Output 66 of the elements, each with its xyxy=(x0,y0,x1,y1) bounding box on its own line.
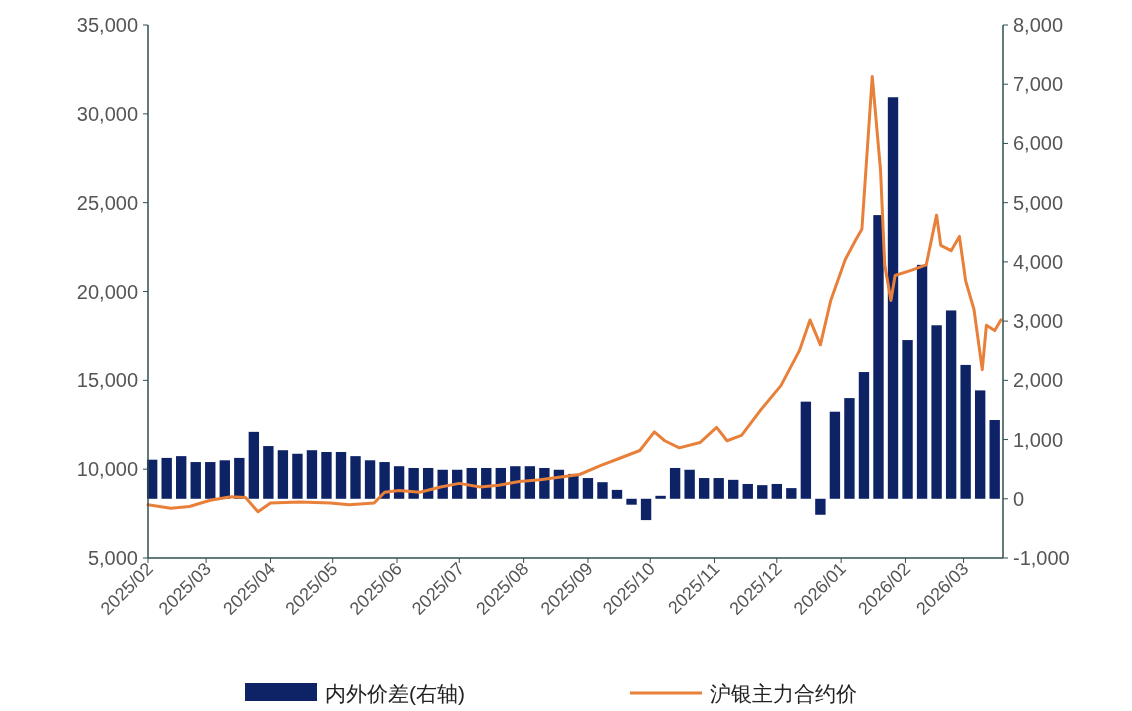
bar xyxy=(364,460,376,499)
bar xyxy=(161,457,172,499)
y2-tick-label: 1,000 xyxy=(1013,428,1064,451)
y-tick-label: 25,000 xyxy=(76,191,138,214)
bar xyxy=(539,467,550,499)
y2-tick-label: 7,000 xyxy=(1013,73,1064,96)
bar xyxy=(829,411,841,499)
bar xyxy=(510,466,521,499)
bar xyxy=(669,467,681,499)
bar xyxy=(713,478,724,499)
bar xyxy=(248,431,260,499)
y2-tick-label: 2,000 xyxy=(1013,369,1064,392)
y2-tick-label: 3,000 xyxy=(1013,310,1064,333)
y-tick-label: 15,000 xyxy=(76,369,138,392)
bar xyxy=(277,450,289,499)
bar xyxy=(916,264,928,499)
bar xyxy=(844,398,855,499)
bar xyxy=(815,498,826,515)
bar xyxy=(931,325,942,499)
bar xyxy=(873,215,884,499)
bar xyxy=(626,498,637,505)
bar xyxy=(800,401,812,499)
y2-tick-label: 6,000 xyxy=(1013,132,1064,155)
bar xyxy=(321,451,332,499)
bar xyxy=(960,364,971,499)
y2-tick-label: 4,000 xyxy=(1013,250,1064,273)
bar xyxy=(974,390,986,499)
bar xyxy=(771,483,782,499)
bar xyxy=(989,420,1000,499)
legend-label: 沪银主力合约价 xyxy=(710,682,857,705)
y2-tick-label: 0 xyxy=(1013,487,1025,510)
bar xyxy=(190,462,201,499)
bar xyxy=(655,495,666,499)
legend-label: 内外价差(右轴) xyxy=(325,682,465,705)
y2-tick-label: 5,000 xyxy=(1013,191,1064,214)
bar xyxy=(205,462,216,499)
bar xyxy=(597,482,608,499)
bar xyxy=(176,456,187,499)
bar xyxy=(611,489,623,499)
bar xyxy=(742,483,753,499)
bar xyxy=(306,450,318,499)
bar xyxy=(728,479,739,499)
bar xyxy=(234,457,245,499)
bar xyxy=(786,488,797,499)
y-tick-label: 30,000 xyxy=(76,102,138,125)
bar xyxy=(350,456,361,499)
bar xyxy=(698,478,710,499)
y2-tick-label: 8,000 xyxy=(1013,14,1064,36)
bar xyxy=(902,340,913,499)
y-tick-label: 20,000 xyxy=(76,280,138,303)
y2-tick-label: -1,000 xyxy=(1013,547,1070,569)
bar xyxy=(582,478,594,499)
bar xyxy=(408,467,419,499)
bar xyxy=(858,372,870,499)
bar xyxy=(335,451,347,499)
bar xyxy=(263,446,274,499)
bar xyxy=(945,310,957,499)
bar xyxy=(292,453,303,499)
bar xyxy=(887,97,899,499)
line-series xyxy=(146,75,1003,514)
y-tick-label: 10,000 xyxy=(76,458,138,481)
y-tick-label: 35,000 xyxy=(76,14,138,36)
bar xyxy=(757,485,768,499)
bar xyxy=(640,498,652,521)
bar xyxy=(219,460,230,499)
bar xyxy=(684,469,695,499)
